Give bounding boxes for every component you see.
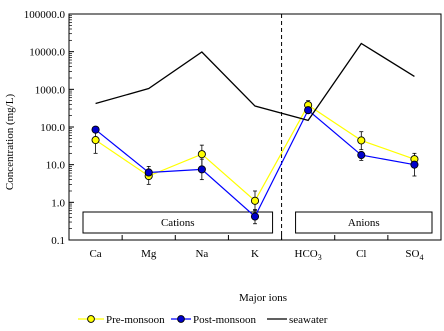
- x-tick-label: K: [251, 248, 259, 260]
- data-point: [91, 125, 100, 134]
- x-tick-label: Na: [195, 248, 208, 260]
- data-point: [144, 168, 153, 177]
- y-tick-label: 10000.0: [29, 47, 65, 59]
- legend-label: Post-monsoon: [193, 314, 256, 326]
- group-box: [82, 211, 274, 234]
- data-point: [410, 160, 419, 169]
- x-tick-label: Ca: [89, 248, 101, 260]
- y-tick-label: 0.1: [51, 235, 65, 247]
- y-tick-label: 1000.0: [35, 84, 66, 96]
- series-line: [95, 104, 415, 202]
- x-axis-title: Major ions: [239, 292, 287, 304]
- x-tick-label: Mg: [141, 248, 157, 260]
- x-tick-label: HCO3: [295, 248, 322, 262]
- x-tick-label: SO4: [405, 248, 423, 262]
- group-box: [295, 211, 433, 234]
- group-box-label: Cations: [161, 217, 195, 229]
- legend-swatch-marker: [87, 315, 95, 323]
- data-point: [91, 136, 100, 145]
- legend-swatch-marker: [177, 315, 185, 323]
- legend-label: Pre-monsoon: [106, 314, 165, 326]
- y-tick-label: 10.0: [46, 160, 66, 172]
- x-tick-label: Cl: [356, 248, 366, 260]
- y-tick-label: 100.0: [40, 122, 65, 134]
- data-point: [250, 196, 260, 205]
- data-point: [197, 150, 206, 159]
- series-line: [95, 42, 415, 122]
- y-axis-title: Concentration (mg/L): [4, 94, 16, 191]
- y-tick-label: 100000.0: [24, 9, 66, 21]
- data-point: [357, 136, 366, 145]
- y-tick-label: 1.0: [51, 197, 65, 209]
- data-point: [250, 212, 260, 221]
- data-point: [197, 165, 206, 174]
- data-point: [304, 106, 313, 115]
- legend-label: seawater: [289, 314, 328, 326]
- data-point: [357, 151, 366, 160]
- group-box-label: Anions: [348, 217, 380, 229]
